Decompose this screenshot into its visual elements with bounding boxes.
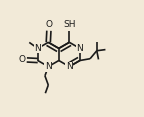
Text: O: O bbox=[19, 55, 26, 64]
Text: N: N bbox=[66, 62, 73, 71]
Text: SH: SH bbox=[63, 20, 76, 29]
Text: O: O bbox=[45, 20, 52, 29]
Text: N: N bbox=[76, 44, 83, 53]
Text: N: N bbox=[45, 62, 52, 71]
Text: N: N bbox=[34, 44, 41, 53]
